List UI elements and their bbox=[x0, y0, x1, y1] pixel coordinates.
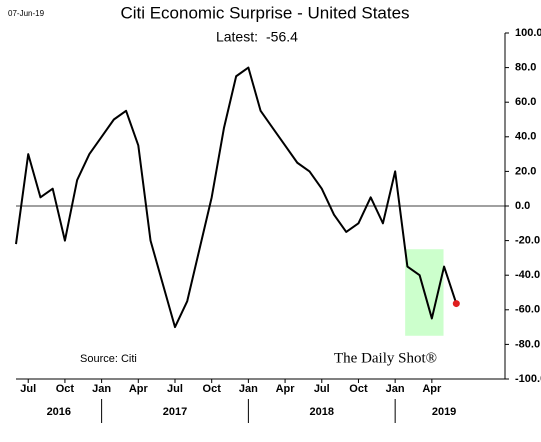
chart-title: Citi Economic Surprise - United States bbox=[120, 3, 409, 22]
source: Source: Citi bbox=[80, 353, 137, 365]
x-tick-label: Oct bbox=[349, 383, 368, 395]
x-tick-label: Jul bbox=[167, 383, 183, 395]
y-tick-label: 40.0 bbox=[515, 131, 536, 143]
x-tick-label: Jul bbox=[20, 383, 36, 395]
x-tick-label: Jan bbox=[386, 383, 405, 395]
y-tick-label: 20.0 bbox=[515, 165, 536, 177]
x-tick-label: Jul bbox=[314, 383, 330, 395]
series-line bbox=[15, 66, 458, 329]
x-tick-label: Jan bbox=[239, 383, 258, 395]
x-tick-label: Apr bbox=[276, 383, 296, 395]
year-label: 2019 bbox=[432, 406, 456, 418]
y-tick-label: -20.0 bbox=[515, 235, 540, 247]
x-tick-label: Apr bbox=[129, 383, 149, 395]
x-tick-label: Jan bbox=[92, 383, 111, 395]
y-tick-label: -100.0 bbox=[515, 373, 541, 385]
y-tick-label: 0.0 bbox=[515, 200, 530, 212]
x-tick-label: Apr bbox=[422, 383, 442, 395]
x-tick-label: Oct bbox=[56, 383, 75, 395]
y-tick-label: 80.0 bbox=[515, 62, 536, 74]
date-stamp: 07-Jun-19 bbox=[8, 9, 45, 18]
year-label: 2016 bbox=[47, 406, 71, 418]
y-tick-label: 60.0 bbox=[515, 96, 536, 108]
y-tick-label: -80.0 bbox=[515, 338, 540, 350]
y-tick-label: -60.0 bbox=[515, 304, 540, 316]
brand: The Daily Shot® bbox=[334, 350, 437, 366]
y-tick-label: -40.0 bbox=[515, 269, 540, 281]
year-label: 2018 bbox=[310, 406, 334, 418]
year-label: 2017 bbox=[163, 406, 187, 418]
y-tick-label: 100.0 bbox=[515, 27, 541, 39]
x-tick-label: Oct bbox=[203, 383, 222, 395]
latest-label: Latest: bbox=[216, 29, 258, 45]
latest-value: -56.4 bbox=[266, 29, 298, 45]
latest-point bbox=[452, 300, 460, 308]
